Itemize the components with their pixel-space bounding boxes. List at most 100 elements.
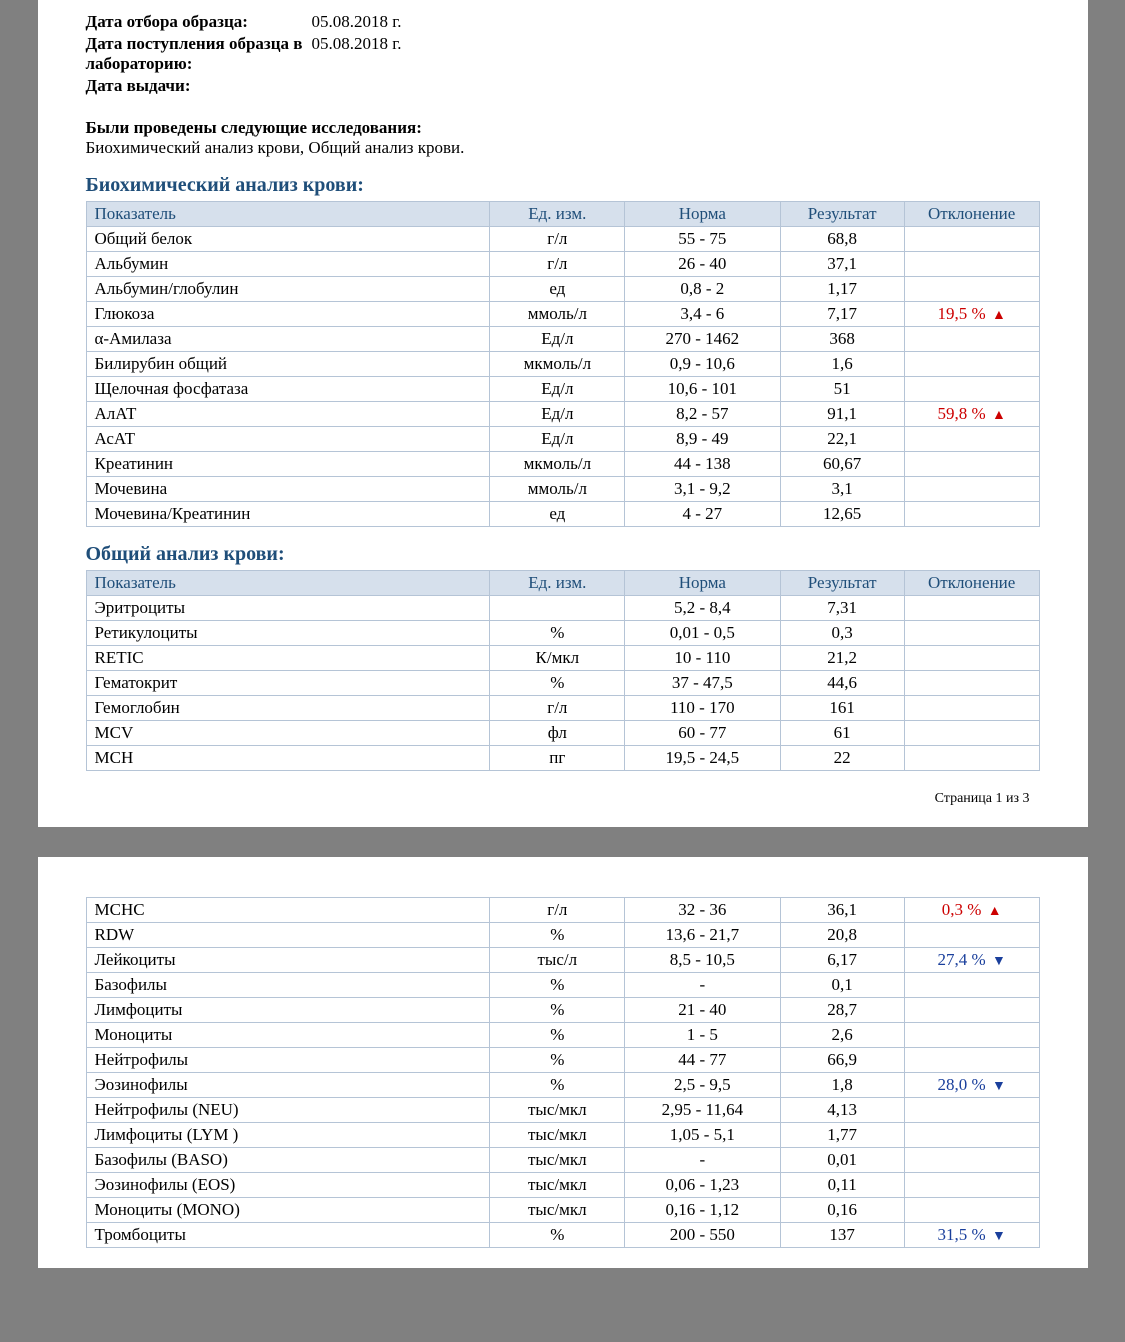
cell-deviation [904, 1123, 1039, 1148]
cell-deviation [904, 277, 1039, 302]
table-row: Моноциты%1 - 52,6 [86, 1023, 1039, 1048]
cell-unit: Ед/л [490, 427, 625, 452]
table-row: MCVфл60 - 7761 [86, 721, 1039, 746]
table-row: RETICК/мкл10 - 11021,2 [86, 646, 1039, 671]
cell-deviation [904, 923, 1039, 948]
table-row: Нейтрофилы (NEU)тыс/мкл2,95 - 11,644,13 [86, 1098, 1039, 1123]
cell-result: 1,17 [780, 277, 904, 302]
table-row: MCHпг19,5 - 24,522 [86, 746, 1039, 771]
cell-result: 22,1 [780, 427, 904, 452]
cell-norm: 0,16 - 1,12 [625, 1198, 780, 1223]
cell-indicator: α-Амилаза [86, 327, 490, 352]
meta-value: 05.08.2018 г. [306, 34, 402, 74]
cell-deviation [904, 377, 1039, 402]
table-row: Моноциты (MONO)тыс/мкл0,16 - 1,120,16 [86, 1198, 1039, 1223]
cell-norm: 2,95 - 11,64 [625, 1098, 780, 1123]
cell-indicator: Гематокрит [86, 671, 490, 696]
col-indicator: Показатель [86, 202, 490, 227]
cell-norm: 37 - 47,5 [625, 671, 780, 696]
cell-indicator: АсАТ [86, 427, 490, 452]
cell-norm: 3,1 - 9,2 [625, 477, 780, 502]
cell-norm: 1,05 - 5,1 [625, 1123, 780, 1148]
cell-result: 4,13 [780, 1098, 904, 1123]
cell-norm: - [625, 1148, 780, 1173]
table-header-row: Показатель Ед. изм. Норма Результат Откл… [86, 202, 1039, 227]
cell-result: 1,77 [780, 1123, 904, 1148]
intro-block: Были проведены следующие исследования: Б… [86, 118, 1040, 158]
cell-result: 0,1 [780, 973, 904, 998]
cell-norm: 1 - 5 [625, 1023, 780, 1048]
cell-deviation [904, 427, 1039, 452]
table-row: Гемоглобинг/л110 - 170161 [86, 696, 1039, 721]
page-number: Страница 1 из 3 [86, 791, 1040, 807]
cell-indicator: Эозинофилы [86, 1073, 490, 1098]
cell-unit: тыс/л [490, 948, 625, 973]
table-row: Эритроциты5,2 - 8,47,31 [86, 596, 1039, 621]
cell-indicator: Лейкоциты [86, 948, 490, 973]
cell-unit: тыс/мкл [490, 1173, 625, 1198]
cell-result: 22 [780, 746, 904, 771]
cell-unit: г/л [490, 898, 625, 923]
cell-deviation [904, 671, 1039, 696]
table-row: Базофилы%-0,1 [86, 973, 1039, 998]
cell-indicator: MCHC [86, 898, 490, 923]
cell-norm: 270 - 1462 [625, 327, 780, 352]
cell-indicator: RDW [86, 923, 490, 948]
cell-norm: 26 - 40 [625, 252, 780, 277]
cell-norm: 60 - 77 [625, 721, 780, 746]
intro-text: Биохимический анализ крови, Общий анализ… [86, 138, 1040, 158]
meta-label: Дата отбора образца: [86, 12, 306, 32]
cell-indicator: RETIC [86, 646, 490, 671]
cell-indicator: Мочевина/Креатинин [86, 502, 490, 527]
meta-sample-date: Дата отбора образца: 05.08.2018 г. [86, 12, 1040, 32]
cell-indicator: Креатинин [86, 452, 490, 477]
cell-norm: - [625, 973, 780, 998]
table-row: Мочевинаммоль/л3,1 - 9,23,1 [86, 477, 1039, 502]
cell-norm: 55 - 75 [625, 227, 780, 252]
cell-result: 368 [780, 327, 904, 352]
cell-deviation [904, 621, 1039, 646]
table-row: Мочевина/Креатининед4 - 2712,65 [86, 502, 1039, 527]
cell-unit: % [490, 671, 625, 696]
report-page-1: Дата отбора образца: 05.08.2018 г. Дата … [38, 0, 1088, 827]
cell-indicator: Тромбоциты [86, 1223, 490, 1248]
cell-indicator: Моноциты (MONO) [86, 1198, 490, 1223]
cell-norm: 44 - 77 [625, 1048, 780, 1073]
cell-result: 51 [780, 377, 904, 402]
cell-unit: % [490, 998, 625, 1023]
cbc-table-p2: MCHCг/л32 - 3636,10,3 % ▲RDW%13,6 - 21,7… [86, 897, 1040, 1248]
cell-unit: тыс/мкл [490, 1098, 625, 1123]
cell-unit: фл [490, 721, 625, 746]
cell-deviation [904, 327, 1039, 352]
table-row: Альбумин/глобулинед0,8 - 21,17 [86, 277, 1039, 302]
cbc-table-p1: Показатель Ед. изм. Норма Результат Откл… [86, 570, 1040, 771]
cell-indicator: MCH [86, 746, 490, 771]
cell-result: 1,8 [780, 1073, 904, 1098]
col-result: Результат [780, 202, 904, 227]
cell-indicator: Моноциты [86, 1023, 490, 1048]
cell-unit: % [490, 1048, 625, 1073]
cell-norm: 5,2 - 8,4 [625, 596, 780, 621]
table-row: Базофилы (BASO)тыс/мкл-0,01 [86, 1148, 1039, 1173]
cell-norm: 0,9 - 10,6 [625, 352, 780, 377]
meta-label: Дата поступления образца в лабораторию: [86, 34, 306, 74]
cell-norm: 4 - 27 [625, 502, 780, 527]
cell-deviation: 59,8 % ▲ [904, 402, 1039, 427]
cell-indicator: Альбумин/глобулин [86, 277, 490, 302]
cell-deviation: 0,3 % ▲ [904, 898, 1039, 923]
col-indicator: Показатель [86, 571, 490, 596]
cell-deviation [904, 721, 1039, 746]
table-row: АлАТЕд/л8,2 - 5791,159,8 % ▲ [86, 402, 1039, 427]
cell-indicator: Глюкоза [86, 302, 490, 327]
cell-indicator: Нейтрофилы [86, 1048, 490, 1073]
cell-unit: ед [490, 277, 625, 302]
table-row: α-АмилазаЕд/л270 - 1462368 [86, 327, 1039, 352]
cell-deviation [904, 1098, 1039, 1123]
cell-result: 161 [780, 696, 904, 721]
col-deviation: Отклонение [904, 202, 1039, 227]
cell-result: 12,65 [780, 502, 904, 527]
biochem-table: Показатель Ед. изм. Норма Результат Откл… [86, 201, 1040, 527]
cell-unit: ммоль/л [490, 477, 625, 502]
cell-result: 0,3 [780, 621, 904, 646]
cell-norm: 8,5 - 10,5 [625, 948, 780, 973]
